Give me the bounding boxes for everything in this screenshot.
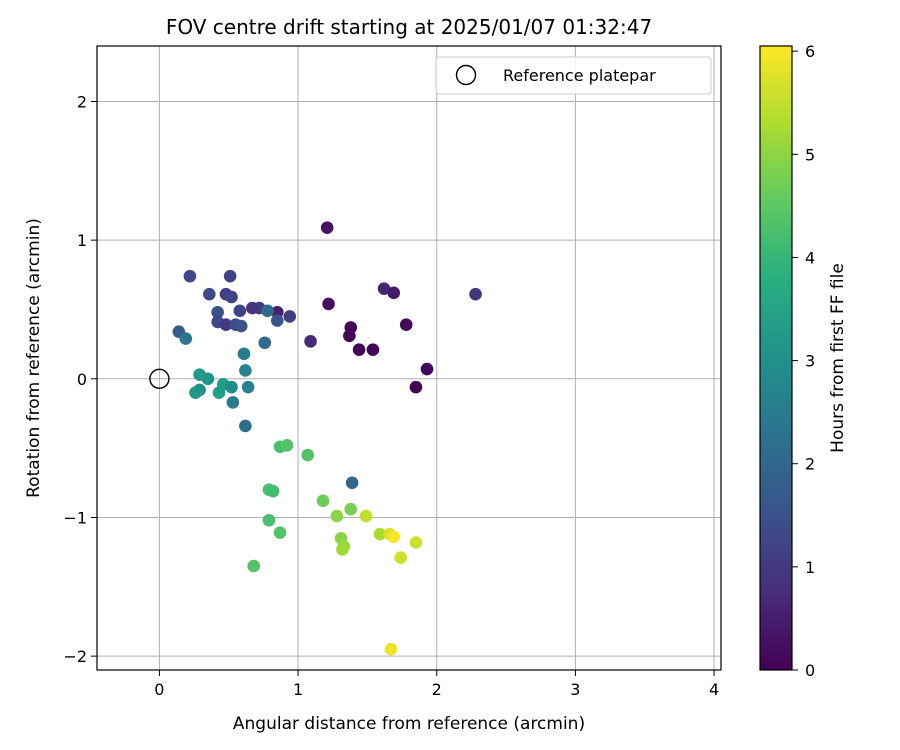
data-point (399, 318, 413, 332)
data-point (212, 386, 226, 399)
data-point (234, 319, 248, 333)
data-point (387, 530, 401, 544)
legend-box (435, 56, 712, 95)
legend-reference-marker-icon (455, 64, 477, 86)
data-point (201, 372, 215, 386)
data-point (384, 642, 398, 656)
colorbar-ticks: 0 1 2 3 4 5 6 (792, 42, 815, 680)
data-point (387, 286, 401, 300)
data-point (366, 343, 380, 356)
data-point (225, 380, 238, 394)
data-point (409, 536, 423, 549)
reference-marker-layer (149, 368, 170, 389)
y-tick-label: −1 (63, 508, 87, 527)
data-point (359, 509, 373, 523)
data-point (316, 494, 330, 508)
grid-lines (97, 46, 721, 670)
data-point (352, 343, 366, 356)
data-point (320, 221, 334, 234)
y-tick-label: −2 (63, 647, 87, 666)
data-point (183, 269, 197, 283)
data-point (261, 304, 274, 318)
data-point (330, 509, 344, 523)
data-point (373, 527, 387, 541)
legend-entry-label: Reference platepar (503, 66, 656, 85)
data-point (343, 329, 356, 343)
data-point (409, 380, 423, 394)
colorbar (759, 45, 793, 671)
x-tick-label: 2 (432, 680, 442, 699)
data-point (189, 386, 202, 399)
data-point (239, 364, 252, 377)
data-point (344, 502, 358, 516)
data-point (247, 559, 260, 573)
data-point (233, 304, 247, 318)
colorbar-tick-label: 5 (805, 145, 815, 164)
data-point (239, 419, 252, 433)
x-axis-label: Angular distance from reference (arcmin) (233, 714, 585, 734)
data-point (258, 336, 272, 350)
x-tick-label: 0 (154, 680, 164, 699)
data-point (266, 484, 280, 498)
colorbar-label: Hours from first FF file (828, 263, 848, 453)
y-tick-label: 2 (77, 92, 87, 111)
data-point (420, 362, 434, 376)
data-point (226, 396, 240, 409)
data-point (219, 318, 233, 332)
colorbar-tick-label: 1 (805, 558, 815, 577)
data-point (336, 543, 349, 556)
data-point (237, 347, 251, 361)
data-point (377, 282, 391, 295)
data-point (301, 448, 315, 462)
x-tick-label: 1 (293, 680, 303, 699)
x-tick-label: 4 (709, 680, 719, 699)
data-points (172, 221, 482, 656)
colorbar-tick-label: 0 (805, 661, 815, 680)
colorbar-tick-label: 4 (805, 248, 815, 267)
plot-frame (96, 45, 722, 671)
data-point (304, 335, 317, 348)
data-point (270, 314, 284, 327)
data-point (322, 297, 335, 311)
data-point (203, 287, 216, 301)
x-axis-ticks: 0 1 2 3 4 (154, 670, 719, 699)
data-point (262, 513, 276, 527)
y-tick-label: 1 (77, 231, 87, 250)
data-point (345, 476, 359, 490)
data-point (394, 551, 407, 564)
data-point (280, 439, 294, 452)
y-tick-label: 0 (77, 370, 87, 389)
data-point (283, 310, 297, 323)
reference-platepar-marker (149, 368, 170, 389)
y-axis-ticks: −2 −1 0 1 2 (63, 92, 97, 666)
y-axis-label: Rotation from reference (arcmin) (24, 218, 44, 498)
colorbar-tick-label: 6 (805, 42, 815, 61)
data-point (225, 290, 238, 304)
data-point (211, 305, 224, 319)
data-point (241, 380, 255, 394)
data-point (273, 526, 287, 540)
x-tick-label: 3 (570, 680, 580, 699)
data-point (223, 269, 237, 283)
legend: Reference platepar (435, 56, 712, 95)
colorbar-tick-label: 2 (805, 455, 815, 474)
chart-title: FOV centre drift starting at 2025/01/07 … (166, 15, 652, 39)
data-point (469, 287, 482, 301)
colorbar-tick-label: 3 (805, 352, 815, 371)
data-point (179, 332, 193, 345)
